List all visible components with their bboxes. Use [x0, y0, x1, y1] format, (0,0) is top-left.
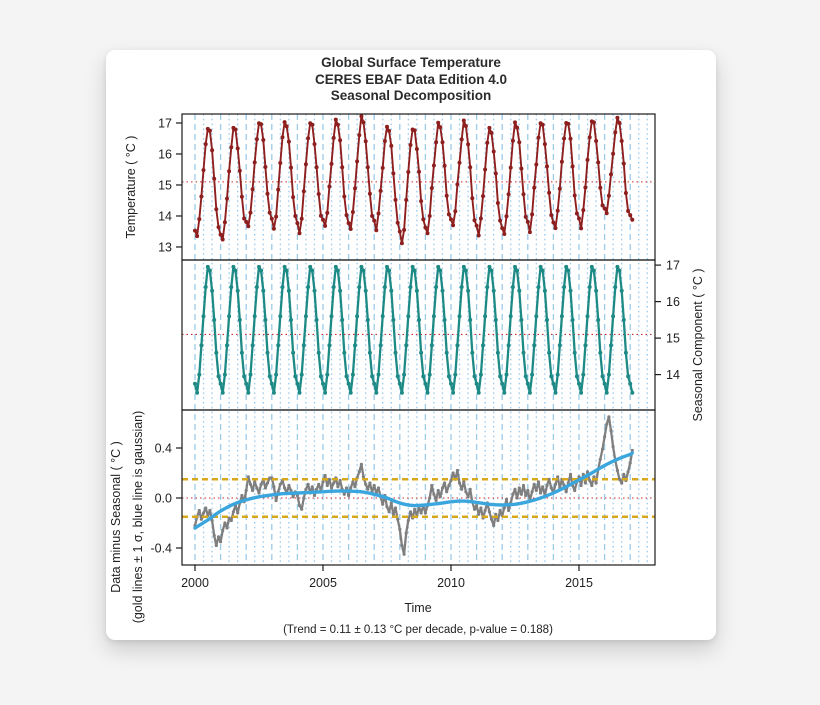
- y-tick-label: 0.4: [155, 442, 172, 456]
- temperature-series-line: [194, 115, 634, 245]
- x-tick-label: 2015: [565, 576, 593, 590]
- y-tick-label: -0.4: [150, 542, 172, 556]
- y-tick-label: 14: [666, 368, 680, 382]
- trend-caption: (Trend = 0.11 ± 0.13 °C per decade, p-va…: [283, 624, 553, 636]
- y-tick-label: 15: [666, 332, 680, 346]
- chart-title-line-2: CERES EBAF Data Edition 4.0: [314, 71, 508, 87]
- x-tick-label: 2000: [181, 576, 209, 590]
- temperature-series-points: [193, 114, 635, 246]
- residual-axis-label-line1: Data minus Seasonal ( °C ): [109, 441, 123, 593]
- y-tick-label: 0.0: [155, 492, 172, 506]
- chart-title-line-3: Seasonal Decomposition: [330, 88, 492, 103]
- y-tick-label: 14: [158, 209, 172, 223]
- y-axis-seasonal: 14 15 16 17: [655, 259, 680, 382]
- panel-border-residual: [181, 409, 656, 566]
- y-tick-label: 13: [158, 240, 172, 254]
- y-tick-label: 16: [666, 295, 680, 309]
- x-axis: 2000 2005 2010 2015: [181, 565, 593, 590]
- y-tick-label: 17: [666, 259, 680, 273]
- temperature-axis-label: Temperature ( °C ): [124, 135, 138, 239]
- seasonal-axis-label: Seasonal Component ( °C ): [691, 268, 705, 422]
- x-tick-label: 2010: [437, 576, 465, 590]
- seasonal-series-line: [193, 265, 634, 394]
- y-tick-label: 17: [158, 116, 172, 130]
- chart-card: Global Surface Temperature CERES EBAF Da…: [106, 50, 716, 640]
- y-axis-temperature: 13 14 15 16 17: [158, 116, 182, 254]
- time-axis-label: Time: [404, 601, 432, 615]
- chart-title: Global Surface Temperature CERES EBAF Da…: [106, 55, 716, 105]
- seasonal-series-points: [193, 264, 635, 395]
- x-tick-label: 2005: [309, 576, 337, 590]
- residual-axis-label-line2: (gold lines ± 1 σ, blue line is gaussian…: [131, 410, 145, 624]
- y-axis-residual: -0.4 0.0 0.4: [150, 442, 182, 556]
- chart-title-line-1: Global Surface Temperature: [321, 55, 501, 70]
- decomposition-chart: 13 14 15 16 17 14 15 16 17 -0.4 0.0 0.4 2000 2005 2010…: [150, 113, 680, 590]
- y-tick-label: 16: [158, 147, 172, 161]
- y-tick-label: 15: [158, 178, 172, 192]
- gaussian-smooth-line: [193, 451, 634, 530]
